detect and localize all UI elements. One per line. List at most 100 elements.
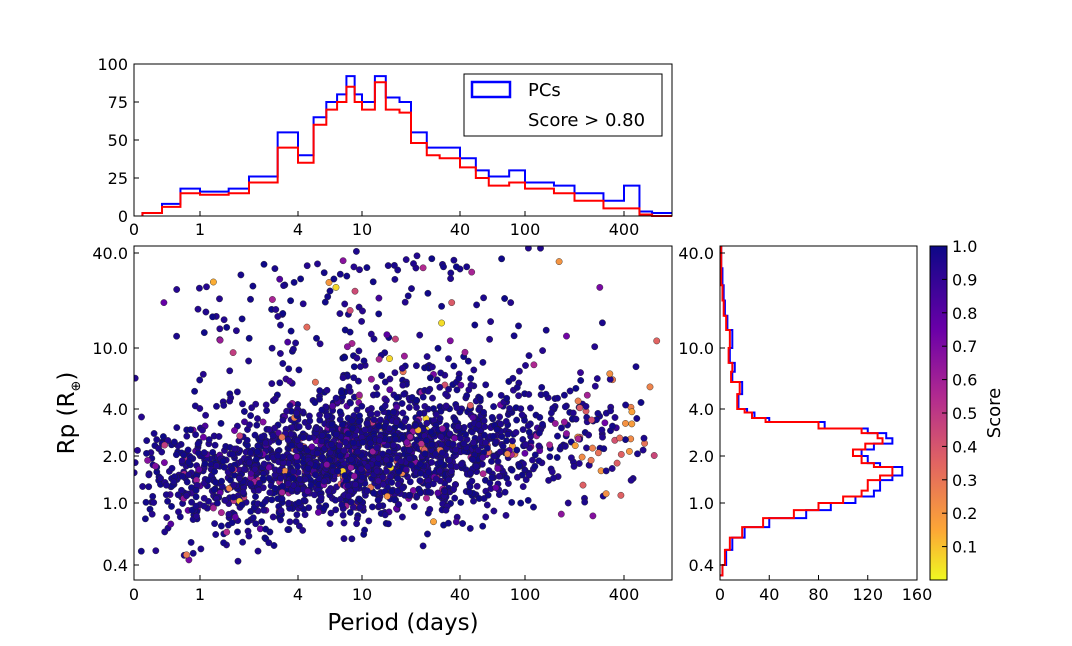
scatter-point xyxy=(423,353,431,360)
scatter-point xyxy=(548,409,555,417)
scatter-point xyxy=(598,426,606,434)
scatter-point xyxy=(320,505,328,513)
scatter-point xyxy=(530,361,538,369)
scatter-point xyxy=(325,279,333,286)
scatter-point xyxy=(475,421,483,429)
scatter-point xyxy=(134,446,141,454)
scatter-point xyxy=(470,366,478,374)
scatter-point xyxy=(499,442,507,450)
scatter-point xyxy=(457,381,465,389)
scatter-point xyxy=(391,369,399,377)
scatter-point xyxy=(334,467,342,475)
scatter-point xyxy=(383,331,391,339)
scatter-point xyxy=(375,502,383,509)
scatter-point xyxy=(403,438,411,446)
scatter-point xyxy=(187,426,195,434)
scatter-point xyxy=(384,262,392,269)
scatter-point xyxy=(285,499,292,507)
scatter-point xyxy=(561,418,568,426)
scatter-point xyxy=(394,487,401,495)
scatter-x-axis: 0 1 4 10 40 100 400 xyxy=(129,575,639,604)
y-axis-label: Rp (R⊕) xyxy=(54,372,84,455)
scatter-point xyxy=(355,418,363,425)
scatter-point xyxy=(284,338,292,346)
y-axis-label-text: Rp (R xyxy=(54,392,80,455)
scatter-point xyxy=(145,471,153,479)
scatter-point xyxy=(355,391,363,399)
scatter-point xyxy=(162,481,170,489)
scatter-point xyxy=(194,305,202,313)
right-y-tick-label: 0.4 xyxy=(689,556,714,575)
scatter-point xyxy=(340,519,348,527)
scatter-point xyxy=(260,260,268,268)
scatter-point xyxy=(157,474,165,482)
scatter-point xyxy=(525,390,533,398)
scatter-point xyxy=(522,441,530,448)
scatter-point xyxy=(293,409,300,417)
scatter-point xyxy=(483,501,491,509)
scatter-point xyxy=(440,263,447,271)
scatter-point xyxy=(274,452,282,460)
scatter-point xyxy=(274,313,282,320)
scatter-point xyxy=(313,334,320,342)
scatter-point xyxy=(344,482,352,490)
scatter-point xyxy=(490,452,498,460)
scatter-point xyxy=(438,319,445,327)
scatter-point xyxy=(423,437,430,444)
colorbar-tick-label: 0.4 xyxy=(952,437,977,456)
scatter-point xyxy=(383,492,391,500)
scatter-point xyxy=(616,434,624,442)
scatter-point xyxy=(375,355,383,363)
scatter-point xyxy=(350,263,358,271)
scatter-point xyxy=(497,391,505,399)
scatter-point xyxy=(266,489,274,496)
scatter-point xyxy=(446,430,454,438)
scatter-point xyxy=(308,443,316,451)
scatter-point xyxy=(381,402,389,410)
scatter-point xyxy=(482,439,489,447)
scatter-point xyxy=(341,326,349,334)
scatter-point xyxy=(271,484,279,492)
scatter-point xyxy=(367,410,375,418)
scatter-point xyxy=(279,310,287,317)
scatter-point xyxy=(450,485,457,493)
scatter-point xyxy=(316,340,324,348)
scatter-point xyxy=(159,433,167,440)
scatter-point xyxy=(231,427,238,434)
scatter-point xyxy=(451,434,458,442)
scatter-point xyxy=(229,493,237,501)
scatter-point xyxy=(502,417,510,425)
scatter-point xyxy=(569,409,577,417)
scatter-point xyxy=(168,502,175,510)
scatter-point xyxy=(363,264,371,271)
scatter-point xyxy=(450,362,458,370)
scatter-point xyxy=(314,260,321,268)
scatter-point xyxy=(502,512,510,519)
scatter-point xyxy=(391,335,399,343)
scatter-point xyxy=(178,457,186,465)
scatter-point xyxy=(471,321,479,329)
scatter-y-tick-label: 1.0 xyxy=(103,494,128,513)
scatter-point xyxy=(239,488,247,496)
scatter-point xyxy=(245,357,253,365)
scatter-point xyxy=(192,431,200,439)
scatter-point xyxy=(574,435,582,443)
scatter-point xyxy=(332,506,340,514)
scatter-point xyxy=(153,436,161,443)
scatter-point xyxy=(279,416,287,424)
scatter-point xyxy=(450,256,458,264)
top-y-tick-label: 100 xyxy=(97,55,128,74)
scatter-point xyxy=(622,419,629,427)
scatter-point xyxy=(391,496,399,504)
scatter-point xyxy=(279,360,287,367)
scatter-point xyxy=(501,488,509,496)
scatter-point xyxy=(270,542,278,549)
scatter-point xyxy=(386,375,394,383)
scatter-point xyxy=(216,336,224,344)
scatter-point xyxy=(191,387,199,395)
scatter-point xyxy=(411,421,419,429)
scatter-point xyxy=(466,488,473,496)
scatter-point xyxy=(434,489,442,497)
scatter-point xyxy=(424,488,432,496)
scatter-point xyxy=(376,436,383,444)
